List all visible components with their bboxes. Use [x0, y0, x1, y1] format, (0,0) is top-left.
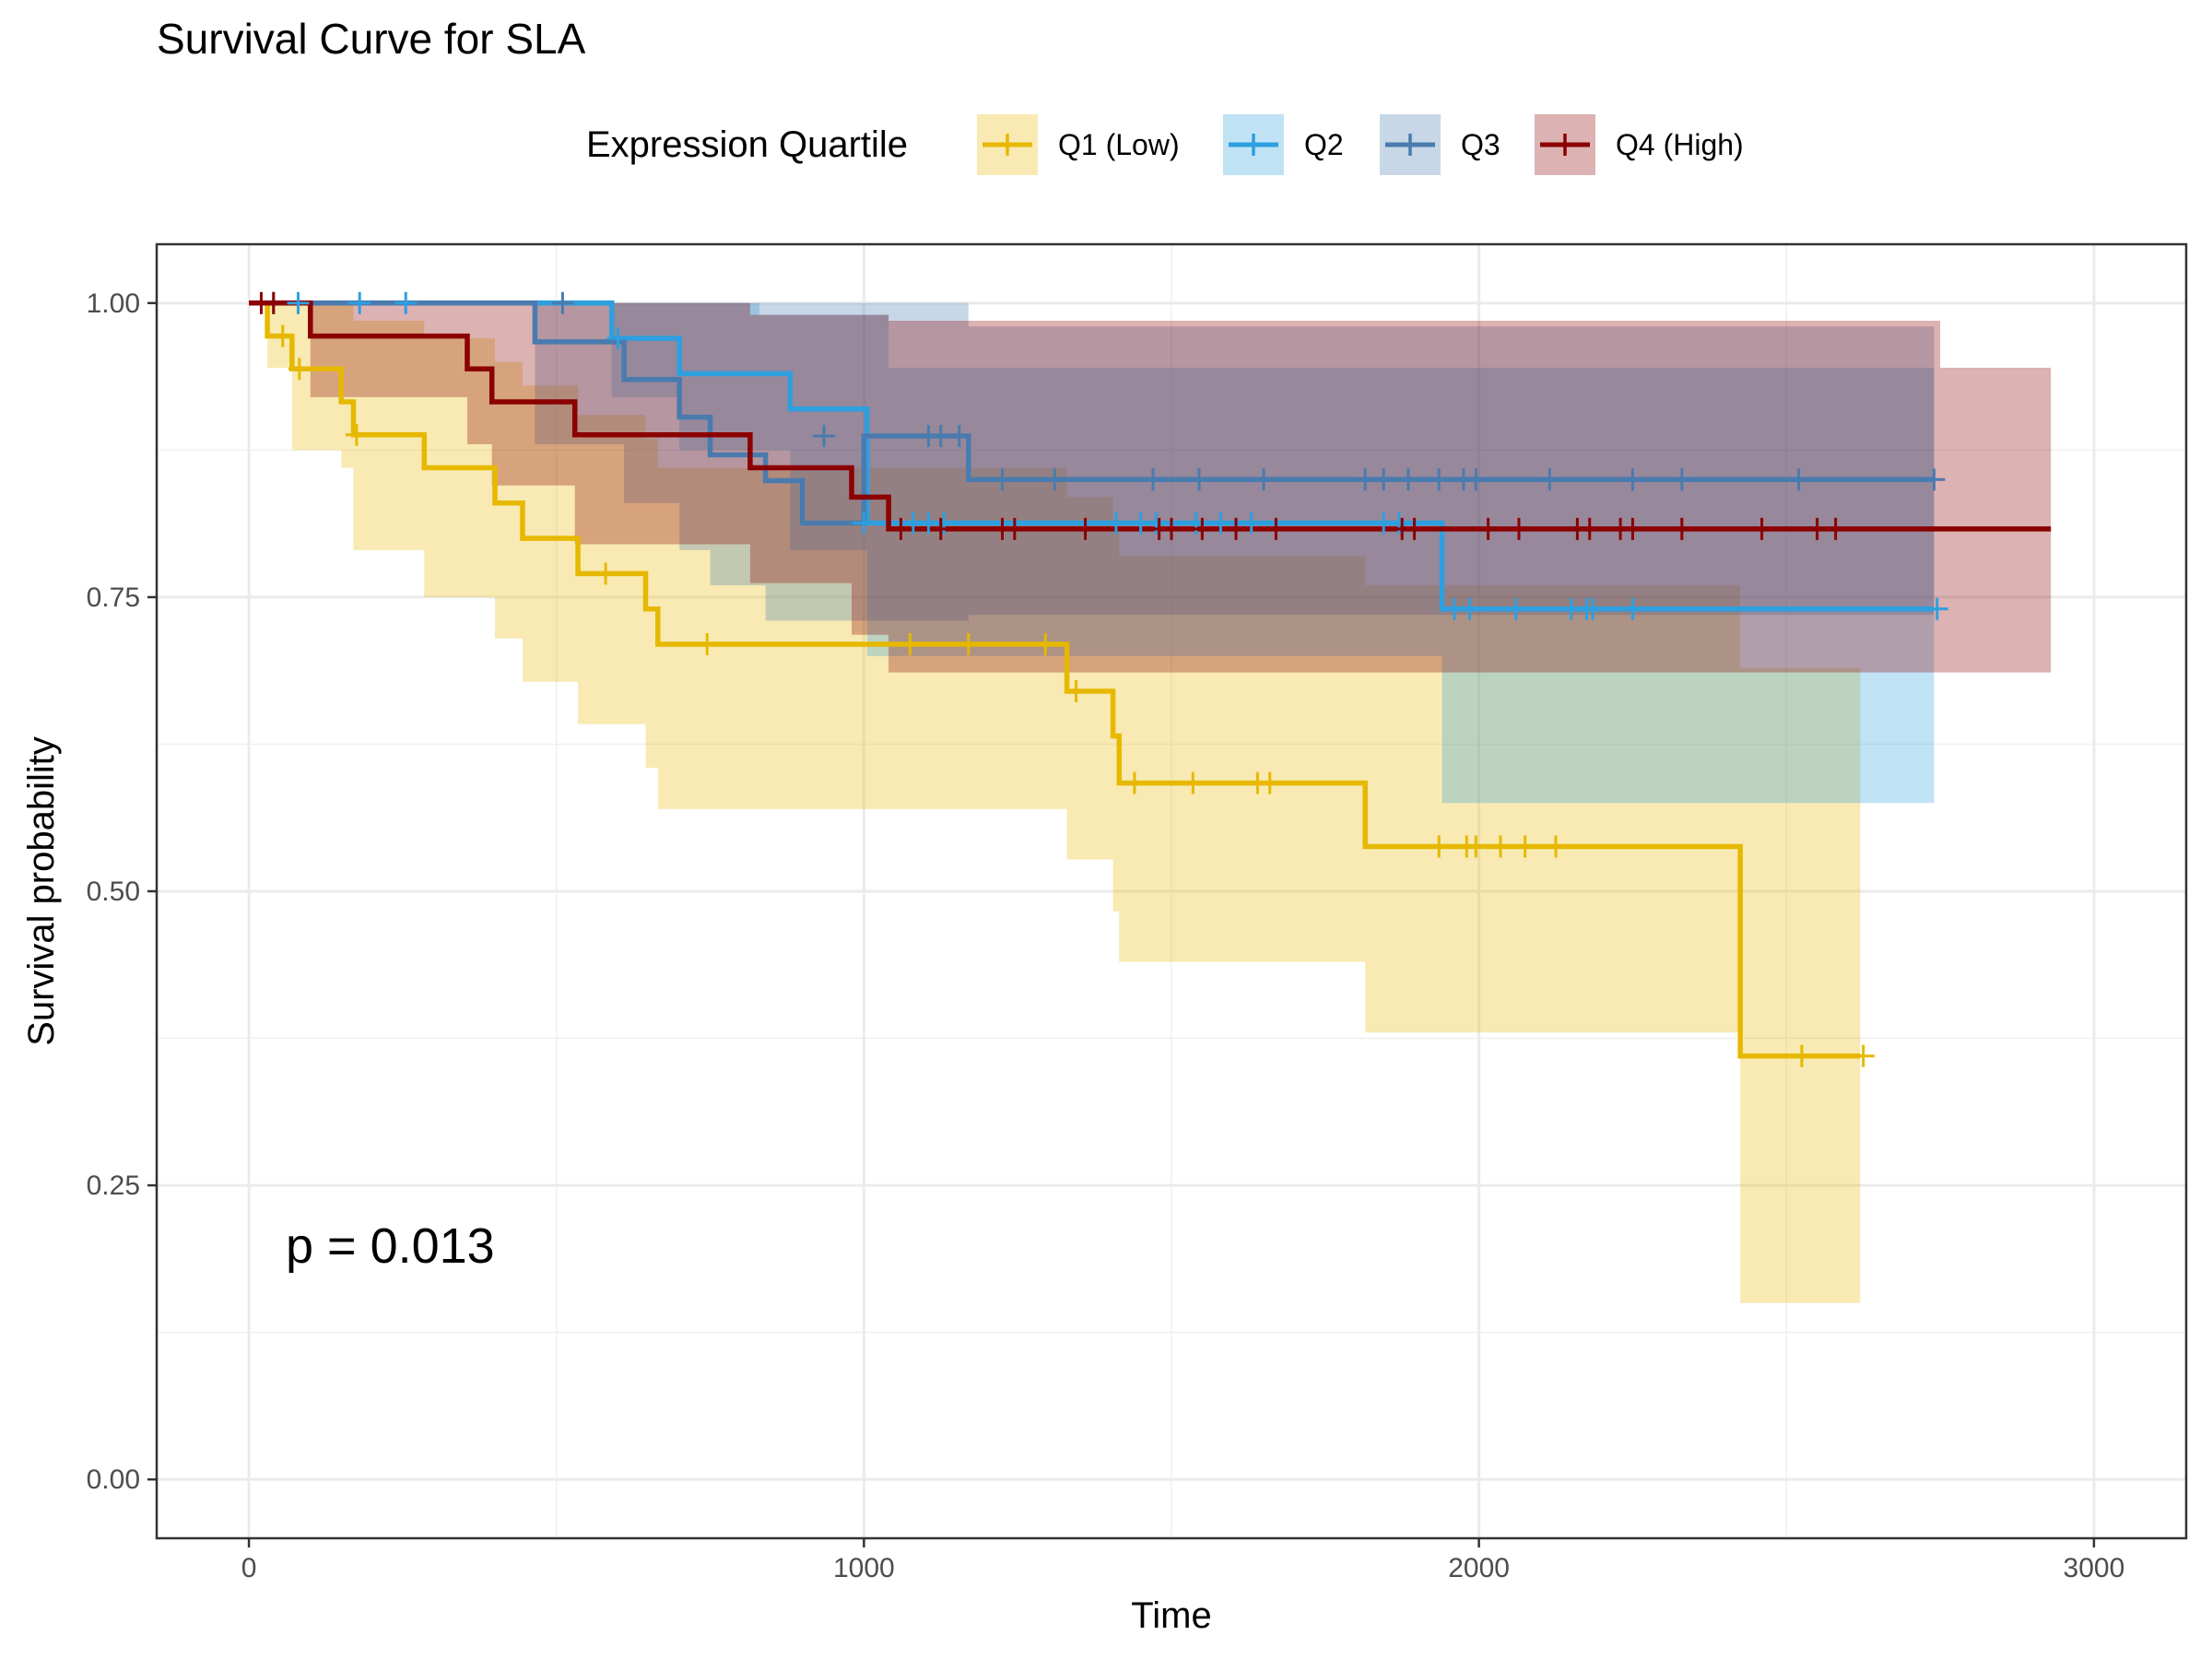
- y-axis-label: Survival probability: [21, 736, 62, 1046]
- y-tick-label: 0.50: [87, 877, 140, 907]
- y-tick-label: 0.75: [87, 582, 140, 613]
- legend-label: Q1 (Low): [1058, 128, 1180, 161]
- censor-marks: [250, 291, 1948, 1067]
- y-tick-label: 1.00: [87, 288, 140, 319]
- survival-curve: [249, 300, 1861, 1059]
- legend-title: Expression Quartile: [586, 124, 908, 165]
- survival-curve: [249, 300, 1935, 526]
- chart-title: Survival Curve for SLA: [157, 15, 586, 63]
- survival-curves: [249, 300, 2052, 1059]
- legend: Expression Quartile Q1 (Low) Q2 Q3 Q4 (High…: [586, 114, 1744, 175]
- x-axis: 0 1000 2000 3000: [241, 1538, 2125, 1583]
- survival-curve: [249, 300, 2052, 532]
- x-axis-label: Time: [1131, 1595, 1211, 1636]
- y-tick-label: 0.00: [87, 1465, 140, 1495]
- confidence-band: [249, 302, 2052, 673]
- survival-curve: [249, 300, 1935, 612]
- x-tick-label: 1000: [833, 1553, 895, 1583]
- legend-label: Q2: [1304, 128, 1344, 161]
- p-value-annotation: p = 0.013: [286, 1218, 495, 1274]
- y-axis: 0.00 0.25 0.50 0.75 1.00: [87, 288, 157, 1495]
- grid-major: [157, 244, 2186, 1538]
- confidence-band: [249, 302, 1935, 804]
- confidence-band: [249, 302, 1861, 1303]
- x-tick-label: 2000: [1448, 1553, 1510, 1583]
- legend-label: Q4 (High): [1616, 128, 1744, 161]
- confidence-bands: [249, 302, 2052, 1303]
- confidence-band: [249, 302, 1935, 621]
- legend-label: Q3: [1461, 128, 1500, 161]
- x-tick-label: 0: [241, 1553, 257, 1583]
- x-tick-label: 3000: [2064, 1553, 2125, 1583]
- y-tick-label: 0.25: [87, 1171, 140, 1201]
- plot-area: [157, 244, 2186, 1538]
